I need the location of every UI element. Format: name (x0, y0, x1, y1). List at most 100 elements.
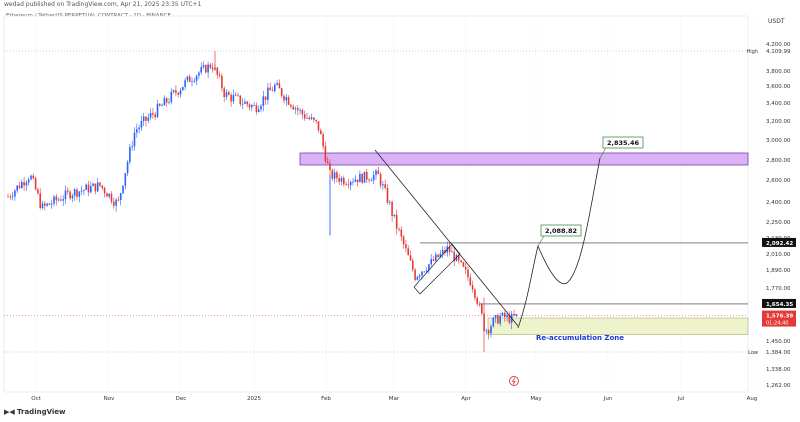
candle-body (308, 117, 311, 120)
candle-body (414, 269, 416, 280)
candle-body (241, 103, 244, 105)
candle-body (60, 199, 62, 201)
candle-body (441, 249, 444, 254)
candle-body (7, 196, 9, 198)
candle-body (464, 266, 467, 270)
candle-body (333, 172, 336, 179)
candle-body (386, 188, 389, 203)
candle-body (154, 114, 156, 118)
candle-body (55, 196, 58, 201)
candle-body (251, 105, 253, 108)
candle-body (349, 181, 352, 186)
target-2-label: 2,835.46 (607, 139, 640, 147)
candle-body (163, 98, 166, 106)
candle-body (398, 228, 400, 230)
candle-body (299, 110, 301, 111)
candle-body (451, 251, 453, 253)
price-marker-value: 1,384.00 (766, 350, 791, 356)
candle-body (205, 65, 207, 73)
currency-label: USDT (768, 18, 785, 25)
candle-body (471, 285, 474, 290)
candle-body (106, 193, 108, 197)
candle-body (101, 185, 104, 189)
candle-body (41, 203, 44, 209)
candle-body (62, 199, 64, 201)
candle-body (37, 189, 39, 194)
candle-body (331, 170, 334, 179)
month-tick-label: Jul (677, 396, 685, 402)
candle-body (280, 88, 283, 96)
candle-body (347, 184, 350, 186)
candle-body (361, 173, 363, 183)
candle-body (310, 117, 313, 120)
month-tick-label: Oct (31, 396, 41, 402)
event-icon[interactable] (509, 376, 519, 386)
price-tick-label: 1,890.00 (766, 268, 791, 274)
candle-body (145, 116, 147, 121)
candle-body (494, 315, 497, 318)
candle-body (255, 105, 258, 112)
price-tick-label: 4,200.00 (766, 42, 791, 48)
candle-body (402, 236, 405, 245)
candle-body (338, 178, 340, 182)
candle-body (428, 264, 430, 271)
candle-body (25, 182, 28, 186)
month-tick-label: Apr (461, 396, 471, 402)
price-marker-value: 4,109.99 (766, 49, 791, 55)
candle-body (405, 244, 407, 249)
candle-body (188, 76, 191, 82)
candle-body (274, 84, 276, 91)
candle-body (499, 315, 501, 324)
price-axis[interactable]: 4,200.00 3,800.00 3,600.00 3,400.00 3,200.00… (747, 42, 797, 389)
candle-body (313, 117, 315, 120)
candle-body (326, 161, 329, 164)
candle-body (515, 313, 518, 316)
target-1-label: 2,088.82 (545, 227, 577, 235)
candle-body (232, 95, 235, 102)
candle-body (186, 76, 189, 81)
candle-body (228, 92, 230, 95)
candle-body (78, 191, 81, 197)
candle-body (108, 193, 110, 197)
candle-body (126, 162, 129, 174)
candle-body (117, 199, 120, 201)
time-axis[interactable]: Oct Nov Dec 2025 Feb Mar Apr May Jun Jul Aug (31, 396, 757, 402)
candle-body (211, 67, 214, 70)
candle-body (506, 314, 508, 318)
price-marker-tag: High (747, 49, 759, 55)
candle-body (184, 80, 186, 87)
candle-body (230, 94, 232, 102)
candle-body (195, 75, 198, 81)
candle-body (418, 275, 421, 277)
candle-body (131, 146, 133, 148)
candle-body (320, 130, 322, 135)
candle-body (393, 214, 396, 216)
lightning-icon (511, 377, 516, 385)
candle-body (159, 103, 161, 106)
candle-body (218, 74, 221, 76)
candle-body (147, 117, 150, 121)
horizontal-levels (4, 50, 748, 353)
candle-body (485, 330, 488, 332)
trendline (374, 149, 519, 327)
candle-body (501, 312, 504, 316)
candle-body (50, 203, 53, 205)
candle-body (444, 249, 446, 253)
candle-body (513, 313, 515, 316)
candle-body (437, 254, 439, 258)
candle-body (336, 172, 338, 179)
price-tick-label: 2,800.00 (766, 158, 791, 164)
candle-body (476, 297, 478, 304)
candle-body (99, 182, 101, 186)
candle-body (287, 97, 290, 105)
candle-body (46, 203, 48, 206)
candle-body (9, 196, 12, 198)
candle-body (113, 201, 115, 206)
candle-body (11, 196, 14, 198)
candle-body (497, 315, 499, 324)
bear-flag-channel (413, 243, 461, 295)
reaccumulation-zone-label: Re-accumulation Zone (536, 334, 624, 342)
candle-body (156, 103, 159, 118)
candle-body (90, 186, 92, 193)
